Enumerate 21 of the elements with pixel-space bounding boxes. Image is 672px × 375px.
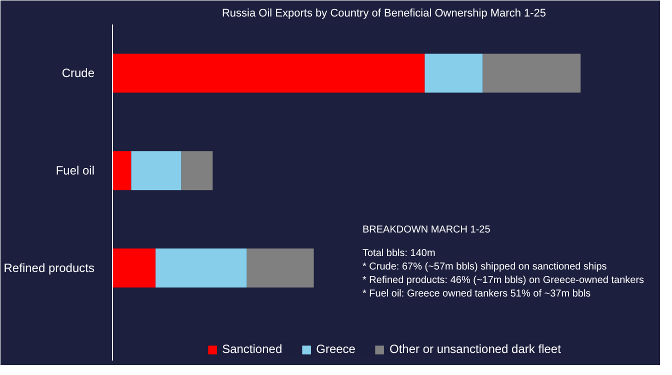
legend-label: Other or unsanctioned dark fleet — [389, 342, 561, 356]
bar — [156, 248, 247, 288]
chart-title: Russia Oil Exports by Country of Beneficial Ownership March 1-25 — [222, 8, 546, 20]
bar — [424, 54, 483, 93]
legend-label: Sanctioned — [222, 342, 282, 356]
bar — [112, 248, 156, 288]
bar — [131, 151, 182, 190]
annotation: Total bbls: 140m — [362, 248, 436, 259]
bar — [482, 54, 581, 93]
bar — [181, 151, 213, 190]
bar — [112, 54, 425, 93]
annotation: * Crude: 67% (~57m bbls) shipped on sanctioned ships — [362, 262, 607, 272]
bar — [246, 248, 314, 288]
y-tick-label: Refined products — [4, 260, 95, 275]
annotation: * Refined products: 46% (~17m bbls) on Greece-owned tankers — [362, 275, 644, 286]
legend-label: Greece — [316, 342, 356, 356]
y-tick-label: Crude — [62, 66, 95, 80]
bar — [112, 151, 132, 190]
annotation: * Fuel oil: Greece owned tankers 51% of ~37m bbls — [362, 288, 591, 300]
annotation: BREAKDOWN MARCH 1-25 — [362, 224, 491, 236]
y-tick-label: Fuel oil — [56, 164, 95, 178]
